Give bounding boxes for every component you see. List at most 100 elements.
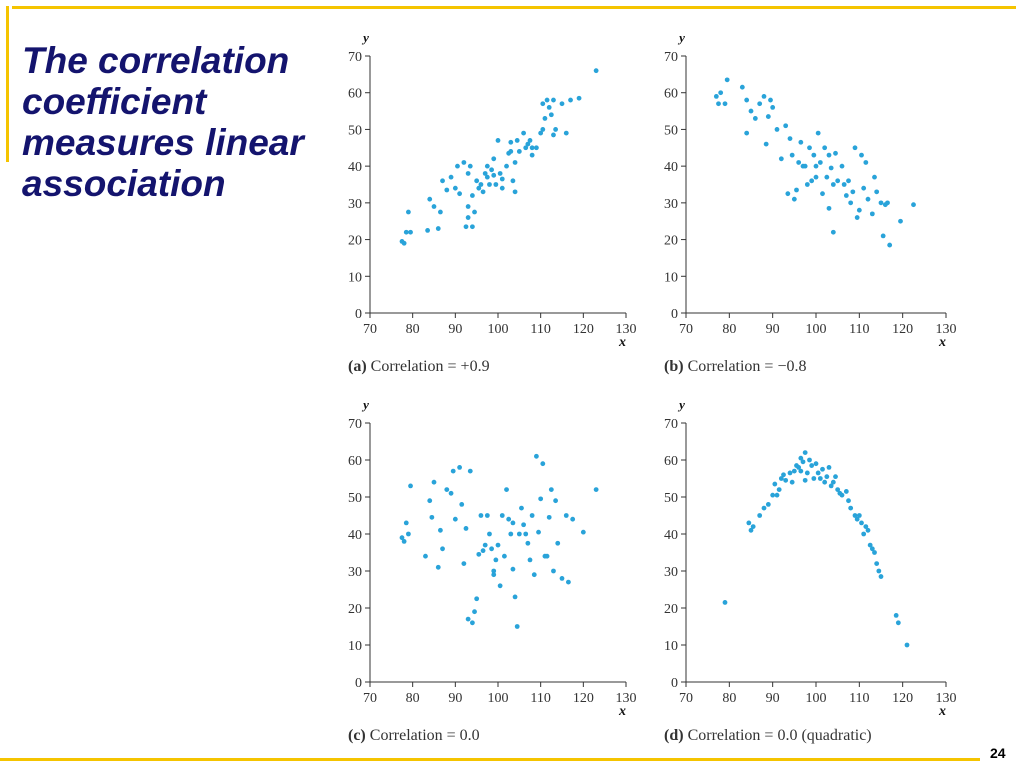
- panel-a-data-point: [548, 112, 554, 118]
- panel-d-y-tick-label: 30: [664, 565, 678, 580]
- panel-d-caption-letter: (d): [664, 727, 688, 744]
- panel-c-data-point: [444, 487, 450, 492]
- panel-c-data-point: [435, 564, 441, 570]
- panel-c-data-point: [489, 546, 494, 552]
- panel-c-data-point: [508, 531, 514, 537]
- panel-b-data-point: [854, 215, 860, 220]
- panel-d-data-point: [813, 461, 819, 467]
- panel-c-data-point: [523, 531, 529, 537]
- panel-d-data-point: [843, 489, 849, 494]
- panel-d-data-point: [859, 520, 864, 526]
- panel-a-data-point: [472, 209, 477, 215]
- panel-a-data-point: [427, 196, 433, 202]
- panel-d-data-point: [867, 542, 873, 548]
- panel-b-x-axis-label: x: [938, 335, 946, 350]
- panel-b-data-point: [848, 200, 854, 206]
- panel-a-data-point: [438, 209, 443, 215]
- panel-d-x-tick-label: 120: [892, 691, 913, 706]
- panel-a-data-point: [480, 189, 486, 195]
- panel-c-data-point: [563, 513, 569, 518]
- page-number: 24: [990, 745, 1006, 761]
- panel-c-data-point: [463, 526, 469, 531]
- panel-b-data-point: [778, 156, 784, 162]
- panel-c-data-point: [484, 513, 490, 518]
- panel-a-x-tick-label: 110: [530, 322, 550, 337]
- panel-d-data-point: [817, 476, 823, 481]
- panel-b-data-point: [826, 205, 832, 211]
- panel-a-data-point: [510, 178, 516, 184]
- panel-d-data-point: [807, 457, 812, 463]
- panel-c-data-point: [440, 546, 445, 552]
- panel-c-data-point: [580, 529, 586, 535]
- panel-b-y-tick-label: 70: [664, 50, 678, 65]
- panel-a-data-point: [544, 97, 550, 103]
- panel-d-data-point: [802, 477, 808, 483]
- panel-d-data-point: [824, 474, 830, 480]
- panel-a-data-point: [553, 127, 558, 132]
- panel-a-data-point: [512, 160, 518, 165]
- panel-b-data-point: [724, 77, 730, 83]
- panel-b-data-point: [865, 196, 871, 202]
- panel-b-data-point: [846, 178, 851, 184]
- panel-b-data-point: [815, 130, 821, 136]
- panel-b-data-point: [828, 165, 834, 171]
- panel-d-data-point: [865, 527, 871, 533]
- panel-d-data-point: [798, 468, 804, 474]
- bottom-accent-rule: [0, 758, 980, 761]
- panel-a-x-tick-label: 80: [406, 322, 420, 337]
- panel-a-y-tick-label: 40: [348, 160, 362, 175]
- panel-d-data-point: [872, 550, 877, 555]
- panel-a-data-point: [465, 171, 471, 176]
- panel-d-data-point: [874, 561, 880, 566]
- panel-a-data-point: [478, 182, 484, 187]
- panel-a-data-point: [551, 97, 556, 103]
- panel-a-data-point: [476, 185, 482, 191]
- panel-a-data-point: [529, 145, 535, 151]
- panel-a-x-tick-label: 70: [363, 322, 377, 337]
- panel-d-data-point: [861, 531, 867, 537]
- panel-a-data-point: [461, 160, 467, 165]
- panel-b-data-point: [744, 130, 750, 136]
- panel-d-data-point: [761, 505, 767, 511]
- panel-c-data-point: [467, 468, 473, 474]
- panel-a-x-tick-label: 90: [448, 322, 462, 337]
- panel-c-data-point: [510, 566, 516, 572]
- panel-c-y-tick-label: 60: [348, 454, 362, 469]
- panel-d-y-tick-label: 0: [671, 676, 678, 691]
- panel-c-data-point: [593, 487, 599, 492]
- panel-d-data-point: [770, 492, 776, 498]
- panel-b-data-point: [785, 191, 791, 197]
- panel-a-data-point: [467, 163, 473, 169]
- panel-b-x-tick-label: 130: [936, 322, 957, 337]
- panel-c-x-tick-label: 70: [363, 691, 377, 706]
- panel-b-data-point: [774, 127, 780, 132]
- panel-d-data-point: [848, 505, 854, 511]
- panel-b-data-point: [768, 97, 773, 103]
- panel-a-data-point: [440, 178, 445, 184]
- left-accent-rule: [6, 6, 9, 162]
- panel-d-data-point: [809, 463, 815, 468]
- panel-c-data-point: [510, 520, 516, 526]
- panel-c-data-point: [438, 527, 443, 533]
- panel-d-data-point: [826, 465, 832, 470]
- panel-c-x-tick-label: 80: [406, 691, 420, 706]
- panel-c-data-point: [512, 594, 518, 600]
- panel-b-y-tick-label: 30: [664, 197, 678, 212]
- panel-b-data-point: [757, 101, 763, 107]
- panel-d-data-point: [854, 516, 860, 522]
- panel-c-data-point: [551, 568, 556, 574]
- panel-b-data-point: [722, 101, 728, 107]
- panel-b-y-tick-label: 10: [664, 270, 678, 285]
- panel-c-data-point: [491, 568, 497, 574]
- panel-c-data-point: [448, 490, 454, 496]
- panel-d-data-point: [800, 459, 806, 465]
- panel-c-caption-letter: (c): [348, 727, 370, 744]
- panel-a-data-point: [559, 101, 565, 107]
- panel-d-x-tick-label: 70: [679, 691, 693, 706]
- panel-d-data-point: [789, 479, 795, 485]
- panel-c-y-tick-label: 30: [348, 565, 362, 580]
- panel-d-x-tick-label: 90: [766, 691, 780, 706]
- panel-b-y-tick-label: 0: [671, 307, 678, 322]
- panel-d-data-point: [830, 479, 836, 485]
- panel-d-data-point: [757, 513, 763, 518]
